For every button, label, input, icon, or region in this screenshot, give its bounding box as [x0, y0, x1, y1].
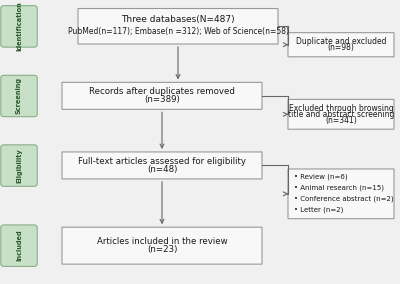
Text: • Letter (n=2): • Letter (n=2)	[294, 206, 343, 213]
Text: Eligibility: Eligibility	[16, 148, 22, 183]
Text: (n=98): (n=98)	[328, 43, 354, 52]
Text: Identification: Identification	[16, 1, 22, 51]
FancyBboxPatch shape	[288, 99, 394, 129]
FancyBboxPatch shape	[62, 227, 262, 264]
Text: title and abstract screening: title and abstract screening	[288, 110, 394, 119]
FancyBboxPatch shape	[62, 82, 262, 109]
FancyBboxPatch shape	[1, 75, 37, 117]
Text: Full-text articles assessed for eligibility: Full-text articles assessed for eligibil…	[78, 157, 246, 166]
Text: (n=23): (n=23)	[147, 245, 177, 254]
Text: • Animal research (n=15): • Animal research (n=15)	[294, 185, 384, 191]
FancyBboxPatch shape	[78, 9, 278, 44]
Text: PubMed(n=117); Embase(n =312); Web of Science(n=58): PubMed(n=117); Embase(n =312); Web of Sc…	[68, 28, 288, 36]
Text: Duplicate and excluded: Duplicate and excluded	[296, 37, 386, 46]
Text: (n=48): (n=48)	[147, 165, 177, 174]
Text: • Review (n=6): • Review (n=6)	[294, 174, 348, 180]
Text: • Conference abstract (n=2): • Conference abstract (n=2)	[294, 196, 394, 202]
Text: Excluded through browsing: Excluded through browsing	[289, 104, 393, 112]
Text: Screening: Screening	[16, 78, 22, 114]
Text: Articles included in the review: Articles included in the review	[97, 237, 227, 246]
FancyBboxPatch shape	[1, 145, 37, 186]
FancyBboxPatch shape	[288, 169, 394, 219]
FancyBboxPatch shape	[1, 6, 37, 47]
Text: Three databases(Ν=487): Three databases(Ν=487)	[121, 15, 235, 24]
Text: (n=389): (n=389)	[144, 95, 180, 104]
Text: (n=341): (n=341)	[325, 116, 357, 125]
Text: Included: Included	[16, 230, 22, 262]
FancyBboxPatch shape	[62, 152, 262, 179]
FancyBboxPatch shape	[288, 33, 394, 57]
Text: Records after duplicates removed: Records after duplicates removed	[89, 87, 235, 96]
FancyBboxPatch shape	[1, 225, 37, 266]
